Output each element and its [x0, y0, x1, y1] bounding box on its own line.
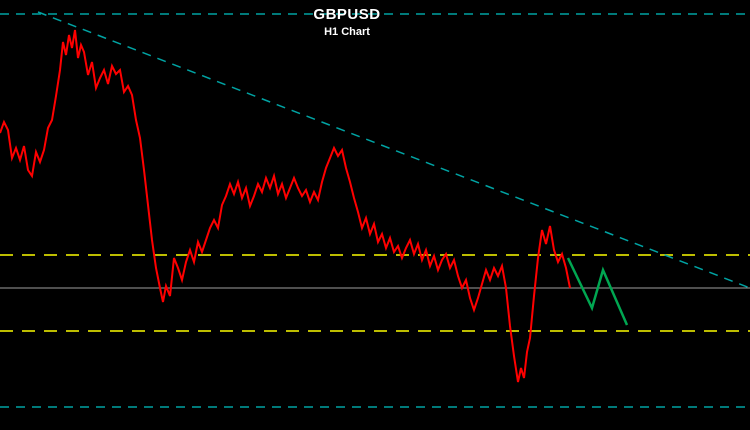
descending-trendline: [37, 11, 750, 289]
price-line: [0, 29, 571, 383]
projection-line: [566, 257, 629, 326]
